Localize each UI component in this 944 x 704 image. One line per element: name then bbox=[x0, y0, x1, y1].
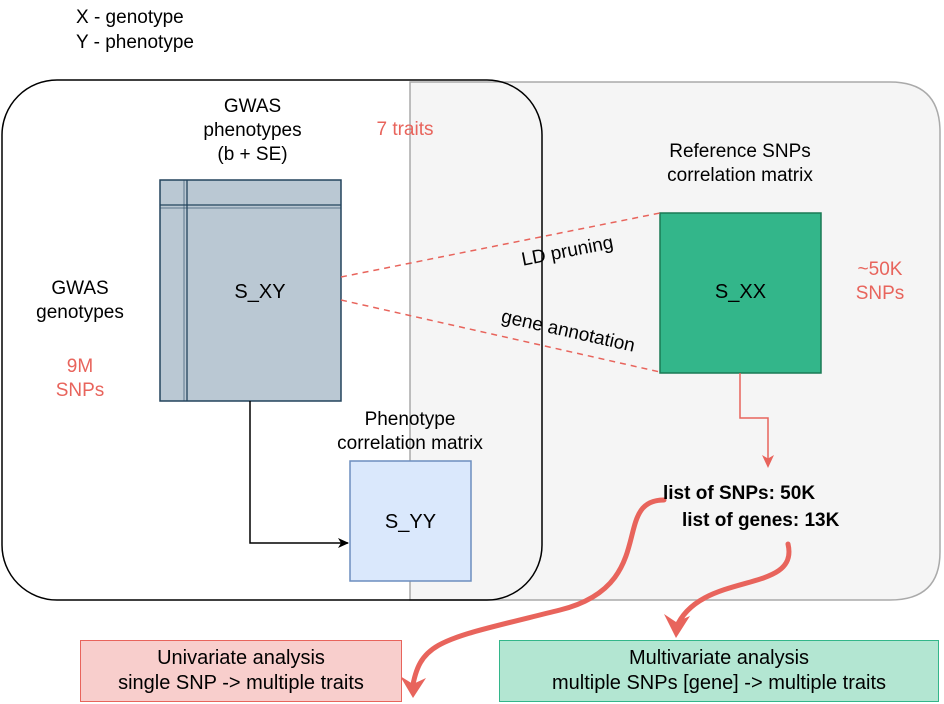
multivariate-analysis-description: multiple SNPs [gene] -> multiple traits bbox=[551, 672, 887, 694]
legend-y-definition: Y - phenotype bbox=[76, 31, 194, 53]
gwas-phenotypes-label: GWAS phenotypes (b + SE) bbox=[190, 95, 315, 166]
s-xx-matrix bbox=[659, 212, 822, 374]
traits-count: 7 traits bbox=[376, 119, 434, 140]
snp-list-to-univariate-arrow bbox=[409, 497, 667, 693]
univariate-analysis-description: single SNP -> multiple traits bbox=[118, 672, 364, 694]
s-yy-label: S_YY bbox=[384, 511, 437, 533]
gwas-genotypes-line1: GWAS bbox=[51, 278, 109, 299]
phenotype-correlation-line2: correlation matrix bbox=[337, 432, 483, 454]
snp-list-count: list of SNPs: 50K bbox=[663, 483, 816, 504]
reference-snp-count-value: ~50K bbox=[857, 259, 903, 280]
sxy-to-syy-arrow bbox=[249, 401, 349, 548]
univariate-arrowhead bbox=[400, 676, 426, 698]
sxx-to-lists-arrow bbox=[739, 373, 774, 468]
s-xy-matrix bbox=[159, 179, 342, 402]
gwas-genotypes-line2: genotypes bbox=[36, 301, 124, 323]
s-xy-label: S_XY bbox=[234, 281, 286, 303]
reference-correlation-label: Reference SNPs correlation matrix bbox=[630, 140, 850, 188]
multivariate-analysis-title: Multivariate analysis bbox=[628, 647, 810, 669]
legend-x-definition: X - genotype bbox=[76, 7, 184, 28]
gwas-snp-count-value: 9M bbox=[66, 356, 94, 377]
reference-snp-count-unit: SNPs bbox=[855, 282, 905, 304]
legend: X - genotype Y - phenotype bbox=[76, 6, 194, 55]
gwas-snp-count-unit: SNPs bbox=[55, 379, 105, 401]
gene-list-to-multivariate-arrow bbox=[673, 541, 792, 631]
gwas-phenotypes-line2: phenotypes bbox=[203, 119, 302, 141]
gwas-panel bbox=[1, 79, 543, 601]
s-xx-label: S_XX bbox=[714, 281, 767, 303]
phenotype-correlation-line1: Phenotype bbox=[364, 409, 456, 430]
reference-correlation-line2: correlation matrix bbox=[667, 164, 813, 186]
s-yy-matrix bbox=[349, 460, 472, 582]
univariate-analysis-title: Univariate analysis bbox=[157, 647, 325, 669]
gwas-snp-count: 9M SNPs bbox=[30, 355, 130, 403]
multivariate-analysis-box: Multivariate analysis multiple SNPs [gen… bbox=[499, 640, 939, 702]
phenotype-correlation-label: Phenotype correlation matrix bbox=[310, 408, 510, 456]
gwas-phenotypes-line3: (b + SE) bbox=[217, 143, 288, 165]
multivariate-arrowhead bbox=[664, 614, 690, 638]
reference-correlation-line1: Reference SNPs bbox=[669, 141, 811, 162]
gene-list-count: list of genes: 13K bbox=[682, 510, 840, 531]
gwas-phenotypes-line1: GWAS bbox=[223, 96, 282, 117]
gwas-genotypes-label: GWAS genotypes bbox=[20, 277, 140, 325]
reference-snp-count: ~50K SNPs bbox=[830, 258, 930, 306]
univariate-analysis-box: Univariate analysis single SNP -> multip… bbox=[80, 640, 402, 702]
